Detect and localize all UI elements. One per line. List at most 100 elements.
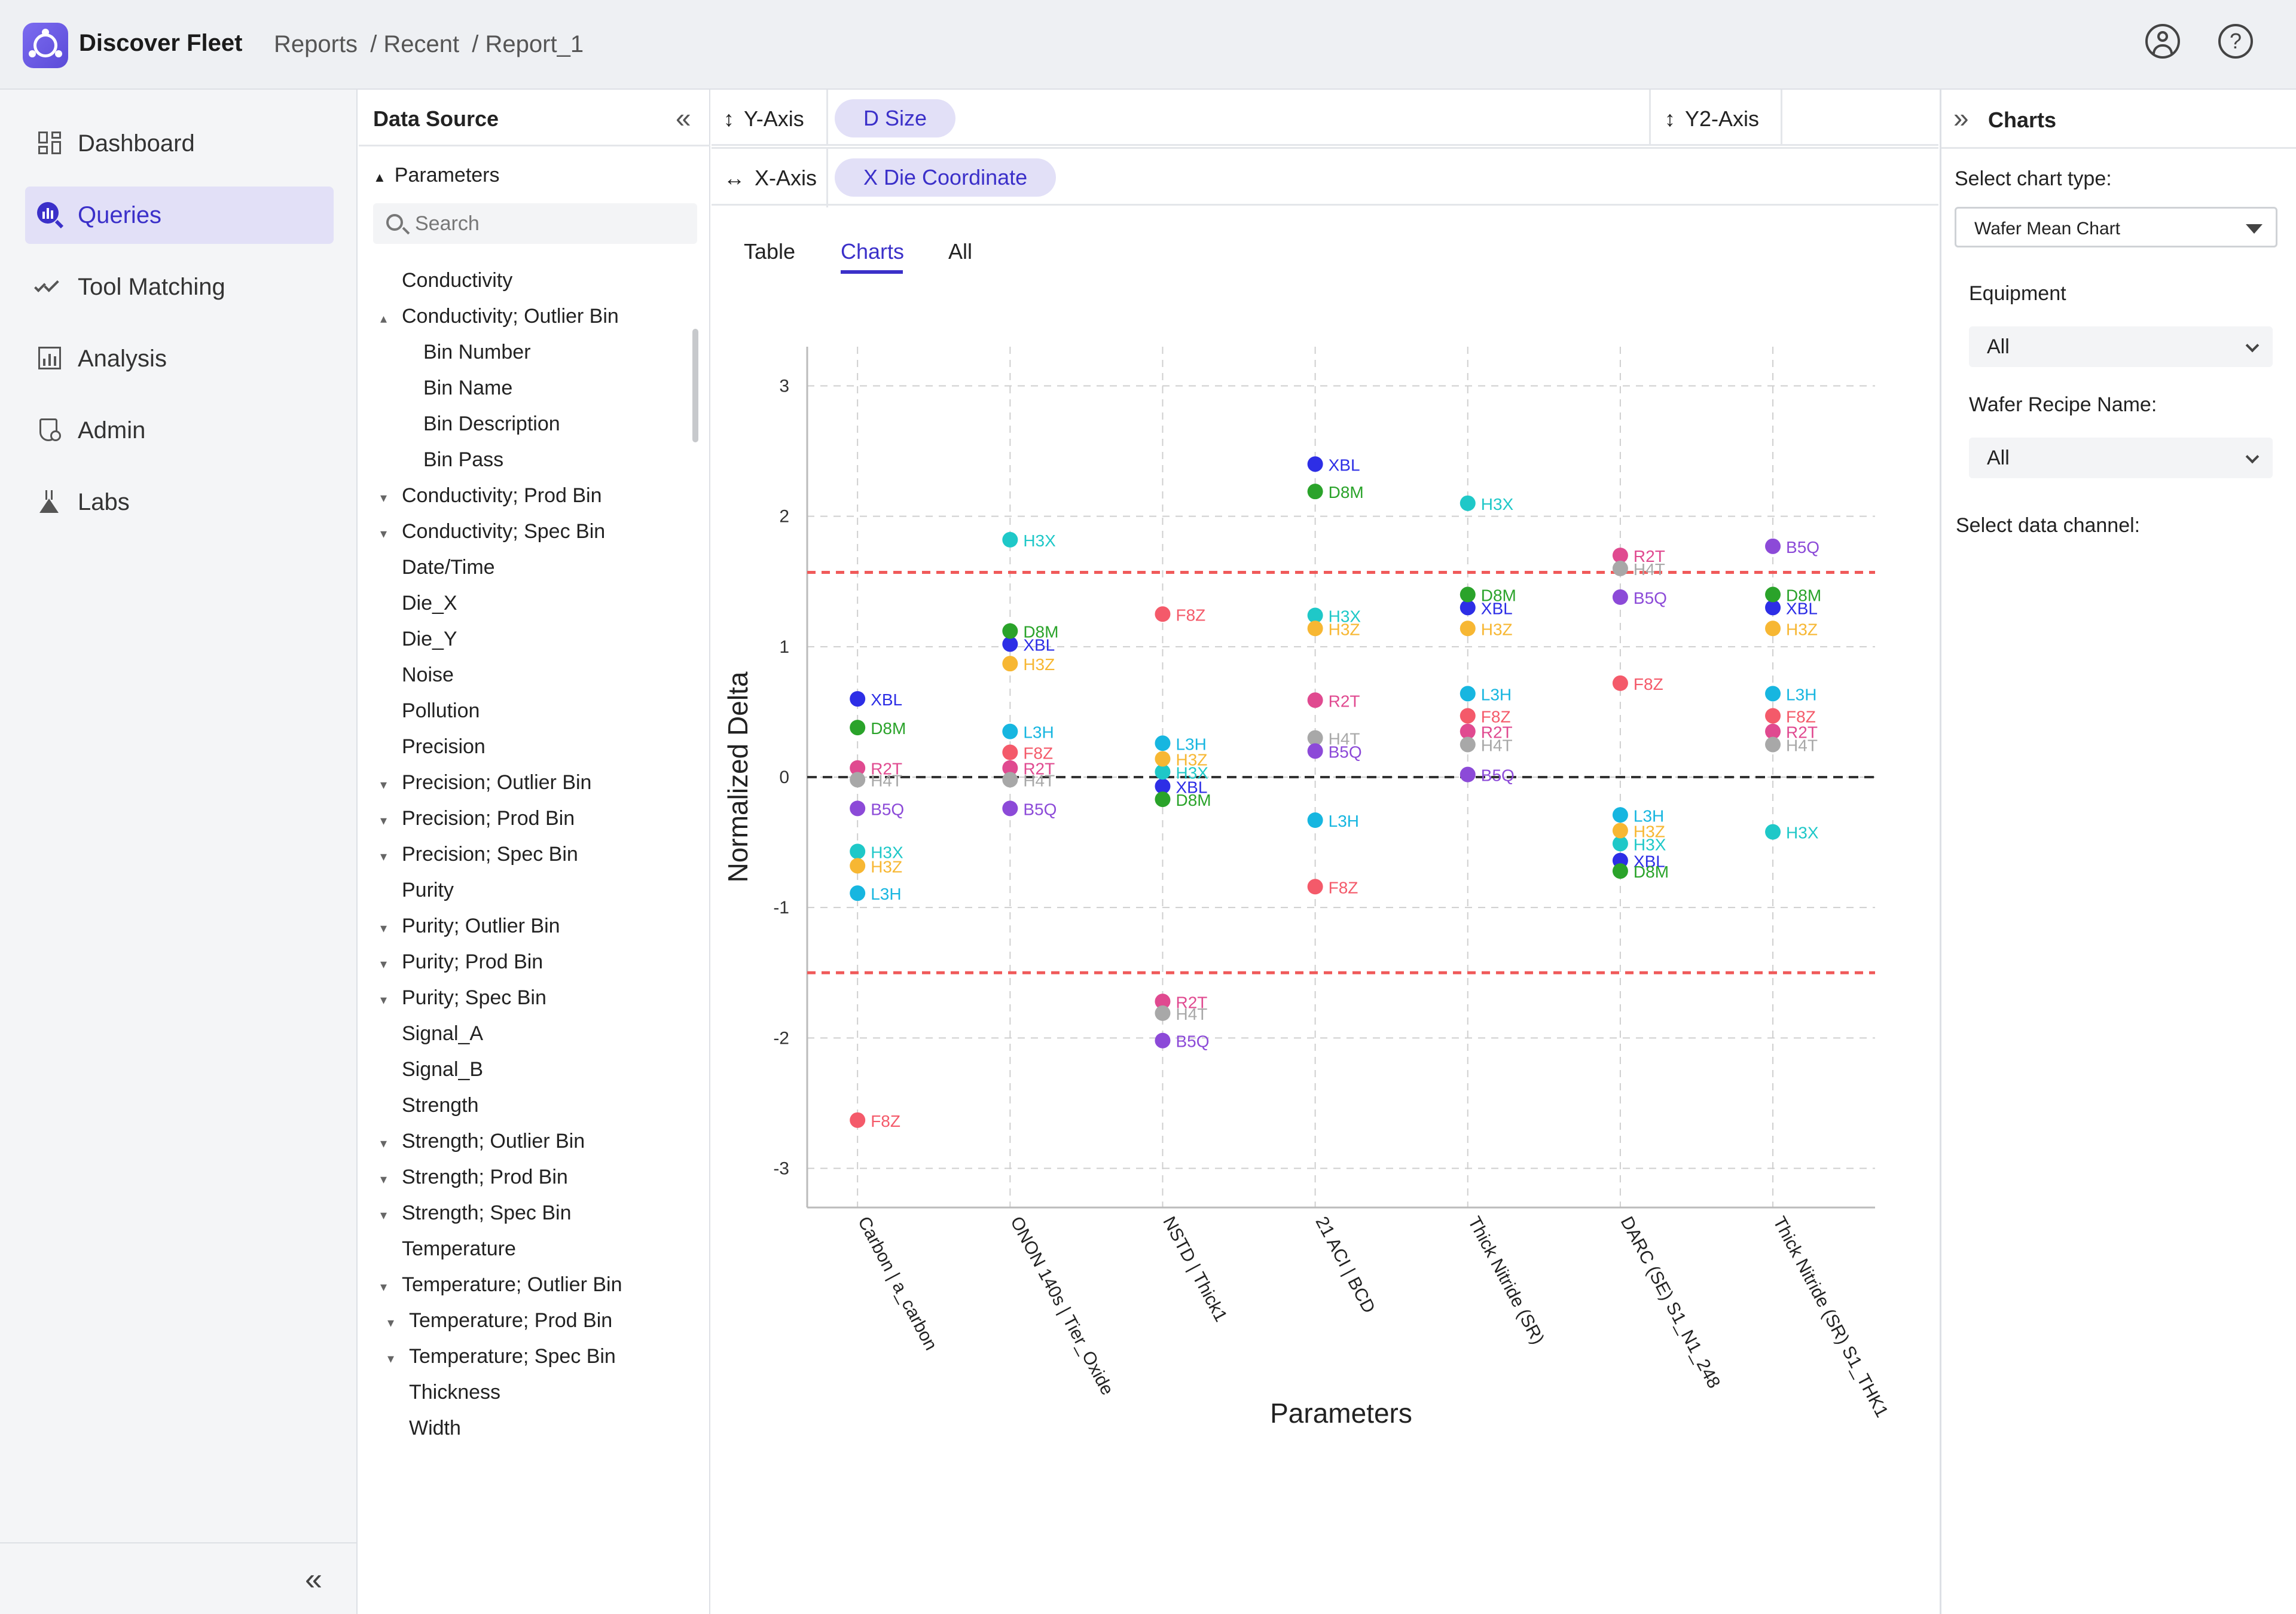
data-label: R2T [1786,723,1818,742]
param-item[interactable]: ▾ Temperature; Spec Bin [387,1345,616,1368]
queries-icon [37,202,64,229]
x-tick-label: DARC (SE) S1_N1_248 [1617,1213,1724,1392]
expand-caret-icon[interactable]: ▾ [387,1351,395,1366]
param-item[interactable]: Signal_A [402,1022,484,1045]
param-item[interactable]: ▾ Precision; Spec Bin [380,843,578,866]
param-subitem[interactable]: Bin Number [423,341,531,363]
expand-caret-icon[interactable]: ▾ [380,956,387,971]
expand-caret-icon[interactable]: ▾ [380,1136,387,1151]
param-item[interactable]: Die_Y [402,628,457,650]
param-item[interactable]: Thickness [409,1381,501,1404]
expand-caret-icon[interactable]: ▾ [380,490,387,505]
param-item[interactable]: ▾ Purity; Spec Bin [380,986,546,1009]
data-point [1002,772,1018,788]
nav-item-tool-matching[interactable]: Tool Matching [25,258,334,316]
data-point [1155,778,1171,794]
shelf-divider [826,149,828,207]
data-label: H4T [1481,736,1513,754]
param-item[interactable]: Conductivity [402,269,513,292]
param-item[interactable]: ▾ Precision; Prod Bin [380,807,575,830]
param-item[interactable]: Date/Time [402,556,495,579]
data-label: B5Q [1786,538,1819,557]
help-icon[interactable]: ? [2218,24,2253,59]
param-item[interactable]: Signal_B [402,1058,484,1081]
data-label: L3H [1176,735,1206,753]
expand-caret-icon[interactable]: ▾ [380,777,387,792]
param-item[interactable]: ▾ Conductivity; Spec Bin [380,520,606,543]
data-point [1002,800,1018,817]
data-label: H4T [1329,730,1360,748]
param-item[interactable]: Noise [402,664,454,686]
parameter-search-input[interactable]: Search [373,203,697,244]
param-item[interactable]: Purity [402,879,454,901]
expand-caret-icon[interactable]: ▾ [380,849,387,864]
expand-caret-icon[interactable]: ▾ [380,1279,387,1294]
nav-item-dashboard[interactable]: Dashboard [25,115,334,172]
param-item[interactable]: ▾ Purity; Outlier Bin [380,915,560,937]
param-subitem[interactable]: Bin Pass [423,448,504,471]
collapse-nav-icon[interactable]: « [305,1562,322,1597]
param-item[interactable]: Die_X [402,592,457,615]
nav-item-analysis[interactable]: Analysis [25,330,334,387]
recipe-select[interactable]: All [1969,438,2273,478]
breadcrumb-reports[interactable]: Reports [274,31,358,57]
nav-item-queries[interactable]: Queries [25,187,334,244]
tab-charts[interactable]: Charts [841,239,905,264]
param-item[interactable]: ▾ Strength; Outlier Bin [380,1130,585,1153]
expand-panel-icon[interactable]: » [1953,102,1969,133]
param-item[interactable]: ▾ Strength; Prod Bin [380,1166,568,1188]
x-axis-field-pill[interactable]: X Die Coordinate [835,158,1057,197]
param-item[interactable]: ▾ Purity; Prod Bin [380,950,544,973]
y-axis-field-pill[interactable]: D Size [835,99,956,137]
expand-caret-icon[interactable]: ▾ [380,921,387,936]
data-point [1612,589,1628,605]
parameters-group-header[interactable]: ▲ Parameters [373,164,500,187]
param-item[interactable]: ▾ Precision; Outlier Bin [380,771,592,794]
equipment-select[interactable]: All [1969,326,2273,367]
param-item[interactable]: Strength [402,1094,479,1117]
param-item[interactable]: ▾ Temperature; Prod Bin [387,1309,613,1332]
data-point [1307,692,1323,708]
data-point [1460,686,1476,702]
expand-caret-icon[interactable]: ▾ [380,526,387,541]
expand-caret-icon[interactable]: ▾ [380,813,387,828]
chevron-down-icon [2245,450,2260,464]
param-subitem[interactable]: Bin Description [423,412,560,435]
expand-caret-icon[interactable]: ▾ [387,1315,395,1330]
nav-item-admin[interactable]: Admin [25,402,334,459]
breadcrumb-report: / Report_1 [472,31,584,57]
expand-caret-icon[interactable]: ▾ [380,1208,387,1222]
param-item[interactable]: ▾ Temperature; Outlier Bin [380,1273,622,1296]
collapse-data-source-icon[interactable]: « [676,102,691,133]
tab-table[interactable]: Table [744,239,796,264]
expand-caret-icon[interactable]: ▾ [380,1172,387,1187]
y-tick-label: 1 [779,637,789,657]
breadcrumb-recent[interactable]: / Recent [370,31,460,57]
param-item[interactable]: ▾ Conductivity; Prod Bin [380,484,602,507]
breadcrumb: Reports / Recent / Report_1 [274,31,590,58]
collapse-caret-icon[interactable]: ▴ [380,311,387,326]
data-label: L3H [1634,806,1664,825]
user-account-icon[interactable] [2145,24,2180,59]
param-item[interactable]: ▾ Strength; Spec Bin [380,1202,572,1224]
app-logo[interactable] [23,23,68,68]
param-item[interactable]: Temperature [402,1237,516,1260]
data-point [1307,730,1323,746]
param-item[interactable]: Pollution [402,699,480,722]
param-item[interactable]: Width [409,1417,461,1439]
chart-type-select[interactable]: Wafer Mean Chart [1955,207,2277,247]
data-label: H4T [1023,771,1055,790]
param-item[interactable]: ▴ Conductivity; Outlier Bin [380,305,619,328]
data-label: R2T [1176,993,1207,1011]
tab-all[interactable]: All [948,239,973,264]
data-point [1155,606,1171,622]
scrollbar-thumb[interactable] [692,329,698,442]
top-bar: Discover Fleet Reports / Recent / Report… [0,0,2296,90]
y-axis-label: ↕ Y-Axis [723,106,804,131]
param-item[interactable]: Precision [402,735,486,758]
param-subitem[interactable]: Bin Name [423,377,513,399]
data-point [1307,484,1323,500]
expand-caret-icon[interactable]: ▾ [380,992,387,1007]
nav-label-dashboard: Dashboard [78,130,195,157]
nav-item-labs[interactable]: Labs [25,473,334,531]
